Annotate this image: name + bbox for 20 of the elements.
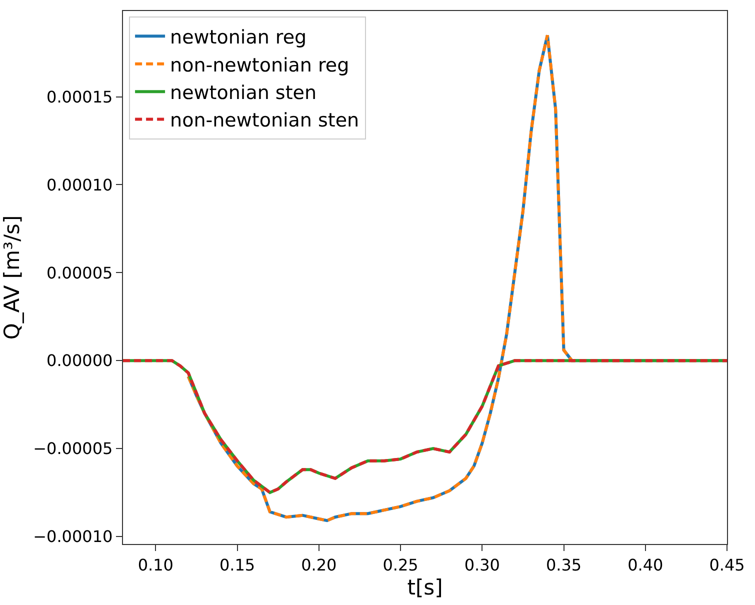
x-tick-label: 0.40 bbox=[628, 555, 664, 574]
x-tick-label: 0.10 bbox=[138, 555, 174, 574]
legend-label: newtonian sten bbox=[170, 82, 317, 104]
x-tick-label: 0.35 bbox=[546, 555, 582, 574]
x-tick-label: 0.45 bbox=[709, 555, 745, 574]
legend-label: newtonian reg bbox=[170, 26, 307, 49]
y-tick-label: −0.00010 bbox=[33, 527, 113, 546]
y-tick-label: 0.00010 bbox=[46, 175, 113, 194]
legend-label: non-newtonian reg bbox=[170, 54, 350, 76]
x-tick-label: 0.30 bbox=[464, 555, 500, 574]
y-tick-label: 0.00005 bbox=[46, 263, 113, 282]
x-axis-title: t[s] bbox=[407, 576, 443, 600]
y-axis-title: Q_AV [m³/s] bbox=[0, 215, 24, 340]
y-tick-label: −0.00005 bbox=[33, 439, 113, 458]
legend-label: non-newtonian sten bbox=[170, 110, 360, 132]
x-tick-label: 0.15 bbox=[219, 555, 256, 574]
x-tick-label: 0.20 bbox=[301, 555, 337, 574]
y-tick-label: 0.00000 bbox=[46, 351, 113, 370]
y-tick-label: 0.00015 bbox=[46, 87, 113, 106]
x-tick-label: 0.25 bbox=[382, 555, 418, 574]
